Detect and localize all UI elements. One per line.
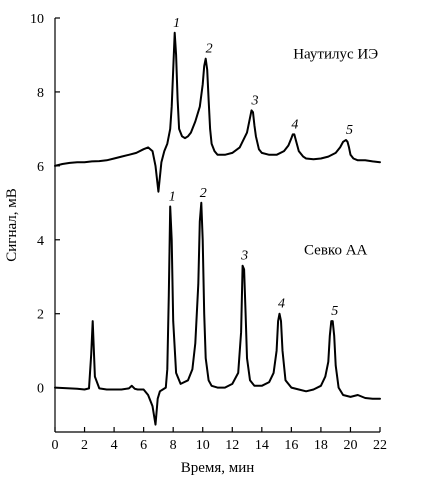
x-tick-label: 0 xyxy=(52,438,59,453)
peak-label: 3 xyxy=(240,249,248,264)
y-tick-label: 2 xyxy=(37,308,44,323)
peak-label: 2 xyxy=(206,42,213,57)
y-tick-label: 4 xyxy=(37,234,44,249)
series-line-1 xyxy=(54,31,381,193)
peak-label: 3 xyxy=(250,93,258,108)
x-tick-label: 4 xyxy=(111,438,118,453)
x-tick-label: 16 xyxy=(284,438,298,453)
peak-label: 1 xyxy=(169,190,176,205)
peak-label: 5 xyxy=(346,123,353,138)
labels: Наутилус ИЭ Севко АА 1 2 3 4 5 1 2 3 4 5 xyxy=(169,16,379,319)
x-tick-label: 18 xyxy=(314,438,328,453)
x-tick-label: 22 xyxy=(373,438,387,453)
y-tick-label: 6 xyxy=(37,160,44,175)
series-label: Наутилус ИЭ xyxy=(293,47,378,63)
peak-label: 1 xyxy=(173,16,180,31)
x-tick-label: 6 xyxy=(140,438,147,453)
peak-label: 4 xyxy=(278,297,285,312)
peak-label: 4 xyxy=(291,117,298,132)
x-axis-title: Время, мин xyxy=(181,460,255,476)
y-axis-title: Сигнал, мВ xyxy=(4,188,20,261)
y-tick-label: 8 xyxy=(37,86,44,101)
x-tick-label: 2 xyxy=(81,438,88,453)
series-label: Севко АА xyxy=(304,243,368,259)
x-tick-label: 12 xyxy=(225,438,239,453)
series-line-2 xyxy=(54,201,381,426)
traces xyxy=(54,31,381,426)
x-tick-label: 10 xyxy=(196,438,210,453)
peak-label: 5 xyxy=(331,304,338,319)
x-tick-label: 20 xyxy=(343,438,357,453)
x-tick-label: 14 xyxy=(255,438,269,453)
x-tick-label: 8 xyxy=(170,438,177,453)
y-tick-label: 10 xyxy=(30,12,44,27)
y-tick-label: 0 xyxy=(37,382,44,397)
peak-label: 2 xyxy=(200,186,207,201)
